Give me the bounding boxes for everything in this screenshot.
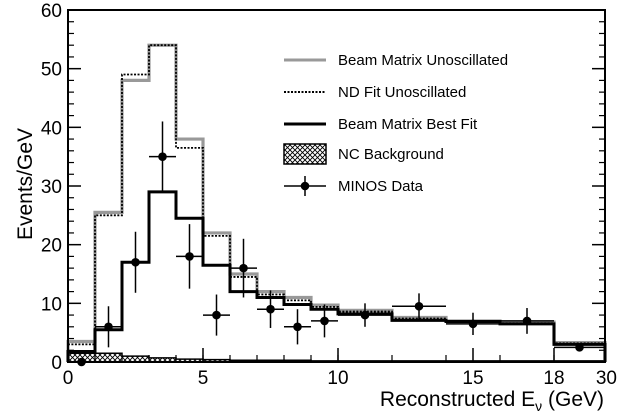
y-axis-title: Events/GeV — [14, 128, 37, 240]
ticks-layer: 0 10 20 30 40 50 60 0 5 10 15 18 30 — [41, 1, 617, 389]
data-point-marker — [239, 263, 248, 273]
legend-swatch-minos-data-marker — [300, 181, 310, 191]
y-tick-label: 30 — [41, 177, 62, 198]
data-point-marker — [414, 301, 424, 311]
data-point-marker — [158, 152, 167, 161]
x-tick-label: 30 — [596, 368, 617, 389]
series-beam-matrix-best-fit — [66, 190, 607, 362]
legend-label-minos-data: MINOS Data — [338, 178, 424, 195]
data-point — [203, 294, 230, 336]
data-point-marker — [360, 310, 370, 320]
y-tick-label: 10 — [41, 294, 62, 315]
data-point — [122, 231, 149, 293]
y-tick-label: 0 — [51, 353, 62, 374]
series-layer — [66, 43, 607, 363]
data-point-marker — [185, 252, 194, 261]
data-point-marker — [212, 310, 221, 320]
legend-label-beam-matrix-unoscillated: Beam Matrix Unoscillated — [338, 52, 508, 69]
data-point — [149, 121, 176, 192]
data-point — [230, 238, 257, 298]
data-point — [500, 308, 554, 334]
x-axis-title-main: Reconstructed E — [380, 388, 535, 411]
data-point — [311, 304, 338, 338]
data-point — [446, 312, 500, 336]
y-tick-label: 40 — [41, 118, 62, 139]
data-point — [284, 309, 311, 345]
x-axis-title-unit: (GeV) — [542, 388, 604, 411]
x-axis-title-subscript: ν — [535, 398, 542, 414]
x-tick-label: 0 — [63, 368, 74, 389]
data-point — [338, 303, 392, 327]
y-tick-label: 20 — [41, 236, 62, 257]
data-point — [392, 293, 446, 320]
data-point-marker — [575, 343, 584, 352]
x-axis-title: Reconstructed Eν (GeV) — [380, 388, 604, 414]
x-tick-label: 15 — [462, 368, 483, 389]
data-point-marker — [468, 319, 478, 329]
data-point — [257, 290, 284, 328]
legend: Beam Matrix Unoscillated ND Fit Unoscill… — [283, 52, 508, 196]
legend-label-nd-fit-unoscillated: ND Fit Unoscillated — [338, 84, 466, 101]
x-tick-label: 10 — [327, 368, 348, 389]
data-point-marker — [104, 322, 113, 332]
x-tick-label: 18 — [543, 368, 564, 389]
data-point-marker — [522, 316, 532, 326]
data-points-layer — [68, 121, 605, 367]
data-point-marker — [266, 304, 275, 314]
x-tick-label: 5 — [198, 368, 209, 389]
data-point — [95, 306, 122, 348]
legend-label-nc-background: NC Background — [338, 146, 444, 163]
data-point — [176, 224, 203, 289]
data-point-marker — [131, 257, 140, 267]
data-point-marker — [293, 322, 302, 332]
data-point — [554, 343, 605, 352]
y-tick-label: 50 — [41, 60, 62, 81]
data-point-marker — [320, 316, 329, 326]
y-tick-label: 60 — [41, 1, 62, 22]
legend-swatch-nc-background — [283, 143, 327, 165]
legend-label-beam-matrix-best-fit: Beam Matrix Best Fit — [338, 116, 478, 133]
